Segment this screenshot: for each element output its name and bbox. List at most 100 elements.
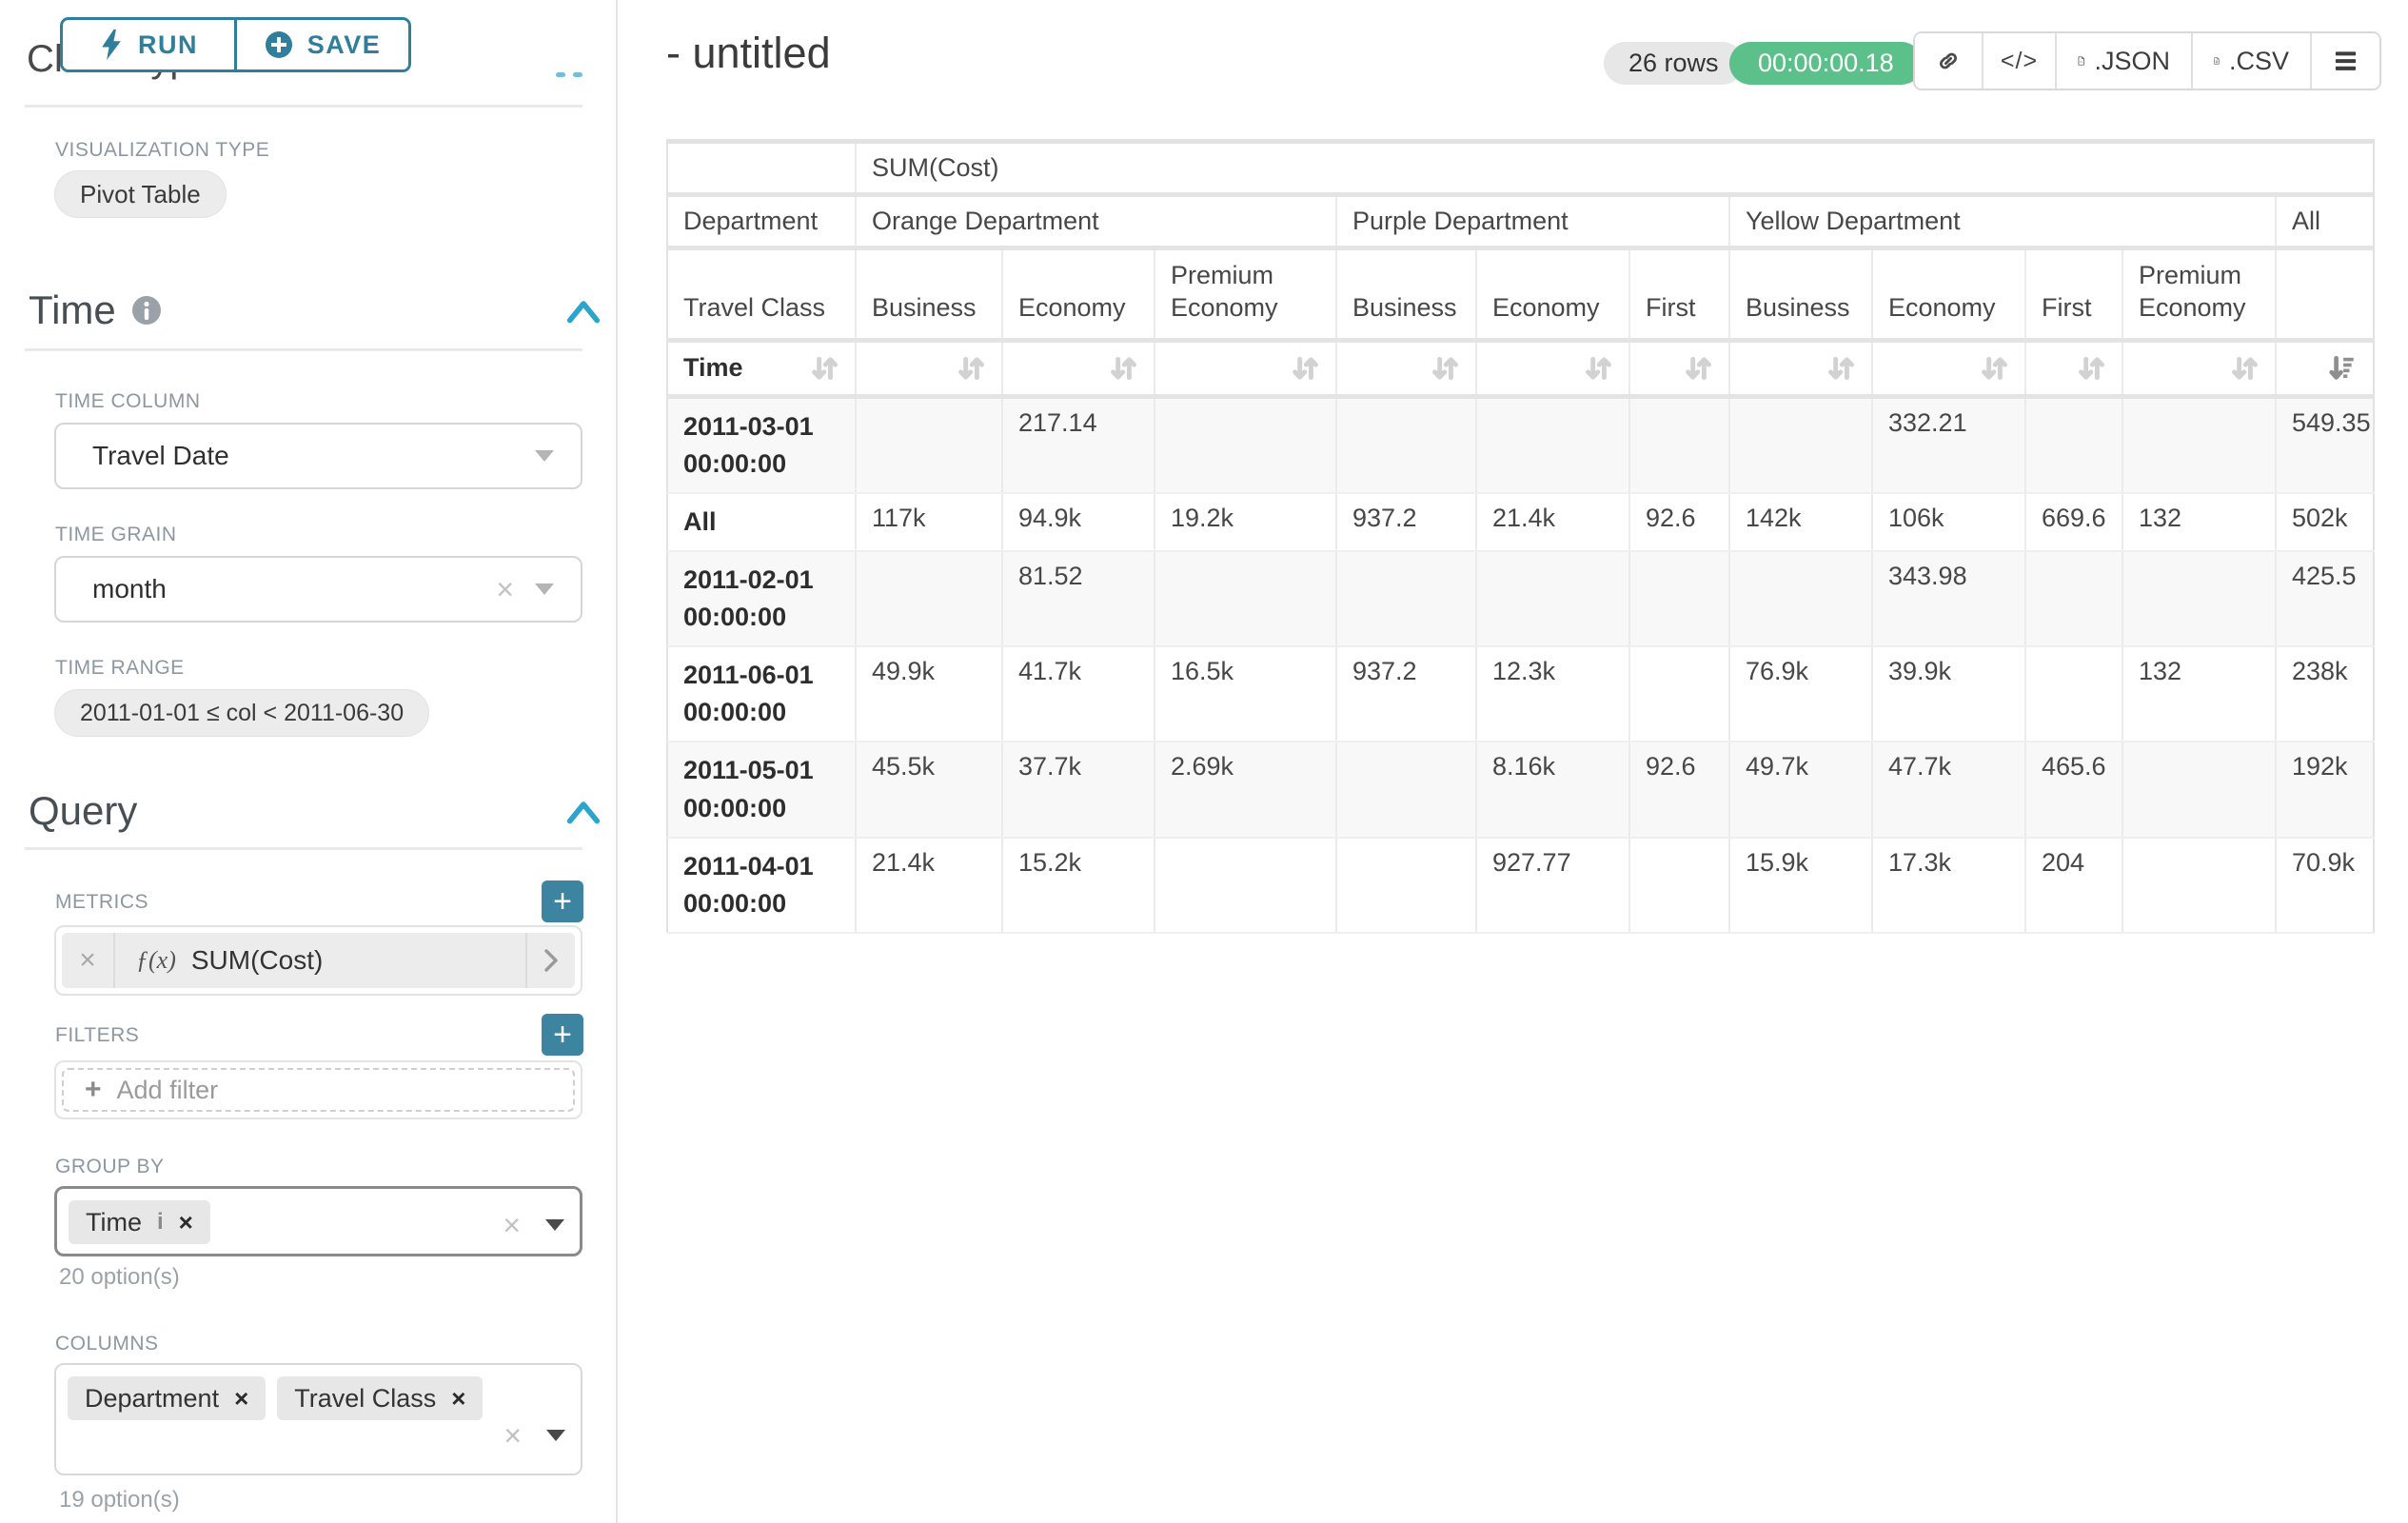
visualization-type-label: VISUALIZATION TYPE	[55, 139, 270, 161]
sort-header-cell[interactable]	[1002, 340, 1155, 399]
value-cell: 15.2k	[1002, 837, 1155, 935]
value-cell: 2.69k	[1155, 742, 1337, 839]
embed-code-button[interactable]: </>	[1982, 33, 2055, 89]
close-icon[interactable]: ×	[451, 1383, 466, 1413]
sort-header-cell-active[interactable]	[2276, 340, 2375, 399]
group-by-select[interactable]: Time i × ×	[54, 1186, 582, 1256]
columns-pill[interactable]: Travel Class ×	[277, 1376, 484, 1420]
department-group-header: Orange Department	[856, 194, 1337, 250]
bolt-icon	[102, 30, 121, 60]
department-group-header: Purple Department	[1336, 194, 1730, 250]
travel-class-header: Economy	[1002, 247, 1155, 343]
value-cell	[1336, 837, 1477, 935]
export-json-button[interactable]: </> .JSON	[2055, 33, 2191, 89]
sort-arrows-icon	[1982, 356, 2007, 380]
close-icon[interactable]: ×	[496, 572, 514, 606]
group-by-pill-label: Time	[86, 1207, 142, 1236]
close-icon[interactable]: ×	[62, 933, 115, 988]
info-icon[interactable]	[131, 295, 162, 326]
value-cell	[1629, 646, 1730, 743]
time-column-select[interactable]: Travel Date	[54, 423, 582, 489]
time-grain-select[interactable]: month ×	[54, 556, 582, 623]
caret-down-icon[interactable]	[545, 1219, 564, 1231]
sort-arrows-icon	[1586, 356, 1611, 380]
time-range-pill[interactable]: 2011-01-01 ≤ col < 2011-06-30	[54, 689, 430, 737]
value-cell: 17.3k	[1872, 837, 2026, 935]
add-filter-button[interactable]: +	[542, 1014, 583, 1056]
divider	[25, 105, 582, 108]
value-cell: 132	[2122, 646, 2277, 743]
visualization-type-pill[interactable]: Pivot Table	[54, 170, 227, 218]
share-link-button[interactable]	[1915, 33, 1982, 89]
close-icon[interactable]: ×	[503, 1208, 521, 1242]
metric-item[interactable]: × ƒ(x) SUM(Cost)	[62, 933, 575, 988]
sort-header-cell[interactable]	[1729, 340, 1873, 399]
add-filter-dropzone[interactable]: + Add filter	[62, 1068, 575, 1112]
value-cell: 70.9k	[2276, 837, 2375, 935]
group-by-label: GROUP BY	[55, 1156, 165, 1177]
chevron-right-icon[interactable]	[525, 933, 575, 988]
row-label-cell: All	[667, 492, 857, 552]
time-column-value: Travel Date	[92, 441, 229, 470]
export-csv-label: .CSV	[2228, 46, 2289, 75]
close-icon[interactable]: ×	[178, 1207, 193, 1236]
menu-button[interactable]	[2310, 33, 2379, 89]
columns-pill-label: Department	[85, 1383, 220, 1413]
value-cell: 12.3k	[1476, 646, 1630, 743]
columns-options-hint: 19 option(s)	[59, 1487, 180, 1513]
save-button[interactable]: SAVE	[237, 20, 408, 69]
query-section-title: Query	[29, 788, 138, 833]
menu-icon	[2335, 51, 2357, 70]
metrics-box: × ƒ(x) SUM(Cost)	[54, 925, 582, 996]
filters-box: + Add filter	[54, 1060, 582, 1119]
close-icon[interactable]: ×	[234, 1383, 249, 1413]
table-row: 2011-03-01 00:00:00 217.14 332.21 549.35	[667, 396, 2375, 494]
value-cell	[2025, 646, 2123, 743]
sort-header-cell[interactable]	[1872, 340, 2026, 399]
sort-header-cell[interactable]	[1155, 340, 1337, 399]
sort-header-cell[interactable]	[856, 340, 1003, 399]
time-sort-header-cell[interactable]: Time	[667, 340, 857, 399]
caret-down-icon[interactable]	[546, 1430, 565, 1441]
value-cell	[1629, 550, 1730, 648]
row-label-cell: 2011-06-01 00:00:00	[667, 646, 857, 743]
sort-header-cell[interactable]	[2122, 340, 2277, 399]
department-row-label: Department	[667, 194, 857, 250]
travel-class-header: Economy	[1476, 247, 1630, 343]
columns-pill[interactable]: Department ×	[68, 1376, 266, 1420]
value-cell	[2122, 396, 2277, 494]
value-cell: 106k	[1872, 492, 2026, 552]
caret-down-icon	[535, 450, 554, 462]
metric-header-cell: SUM(Cost)	[856, 141, 2375, 197]
value-cell: 669.6	[2025, 492, 2123, 552]
chart-title[interactable]: - untitled	[666, 29, 831, 77]
sort-arrows-icon	[1432, 356, 1458, 380]
run-button[interactable]: RUN	[63, 20, 237, 69]
chevron-up-icon[interactable]	[565, 297, 602, 326]
value-cell: 19.2k	[1155, 492, 1337, 552]
time-grain-value: month	[92, 574, 167, 603]
value-cell: 192k	[2276, 742, 2375, 839]
sort-arrows-icon	[2079, 356, 2104, 380]
value-cell	[1729, 396, 1873, 494]
columns-select[interactable]: Department × Travel Class × ×	[54, 1363, 582, 1475]
sort-header-cell[interactable]	[1336, 340, 1477, 399]
sort-header-cell[interactable]	[2025, 340, 2123, 399]
group-by-options-hint: 20 option(s)	[59, 1264, 180, 1290]
value-cell: 41.7k	[1002, 646, 1155, 743]
add-metric-button[interactable]: +	[542, 880, 583, 922]
value-cell: 49.9k	[856, 646, 1003, 743]
metric-name: SUM(Cost)	[190, 945, 324, 975]
close-icon[interactable]: ×	[503, 1418, 522, 1453]
chevron-up-icon[interactable]	[565, 798, 602, 826]
chart-panel: - untitled 26 rows 00:00:00.18 </>	[620, 0, 2408, 1523]
sort-header-cell[interactable]	[1476, 340, 1630, 399]
travel-class-header: Premium Economy	[2122, 247, 2277, 343]
group-by-pill[interactable]: Time i ×	[69, 1200, 210, 1244]
value-cell	[2122, 837, 2277, 935]
value-cell	[1155, 837, 1337, 935]
value-cell	[2122, 550, 2277, 648]
sort-header-cell[interactable]	[1629, 340, 1730, 399]
export-csv-button[interactable]: .CSV	[2191, 33, 2310, 89]
